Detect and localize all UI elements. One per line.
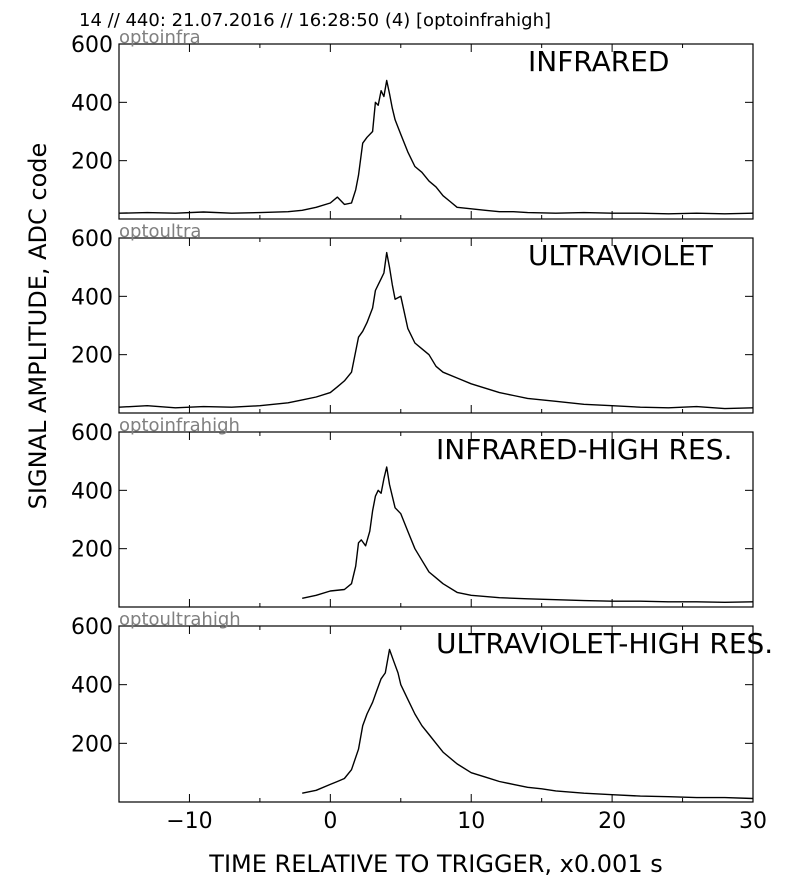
- x-tick-label: 0: [323, 809, 337, 834]
- panel-1: 200 400 600 optoinfra INFRARED: [71, 27, 754, 220]
- x-tick-label: 30: [739, 809, 767, 834]
- series-line: [119, 251, 753, 410]
- channel-tag: optoultrahigh: [119, 609, 241, 630]
- y-tick-label: 200: [71, 344, 113, 369]
- y-tick-label: 200: [71, 732, 113, 757]
- y-tick-label: 600: [71, 421, 113, 446]
- panel-3: 200 400 600 optoinfrahigh INFRARED-HIGH RES.: [71, 415, 754, 608]
- y-tick-label: 600: [71, 227, 113, 252]
- panel-title: INFRARED: [528, 45, 670, 78]
- panel-title: INFRARED-HIGH RES.: [436, 433, 732, 466]
- axes-frame: [118, 237, 754, 414]
- series-line: [119, 79, 753, 215]
- channel-tag: optoultra: [119, 221, 201, 242]
- y-tick-label: 400: [71, 285, 113, 310]
- y-tick-label: 200: [71, 538, 113, 563]
- figure-suptitle: 14 // 440: 21.07.2016 // 16:28:50 (4) [o…: [79, 10, 551, 31]
- y-tick-label: 400: [71, 91, 113, 116]
- panel-4: 200 400 600 optoultrahigh ULTRAVIOLET-HIGH R…: [71, 609, 773, 803]
- channel-tag: optoinfrahigh: [119, 415, 240, 436]
- panel-title: ULTRAVIOLET-HIGH RES.: [436, 627, 773, 660]
- axes-frame: [118, 43, 754, 220]
- y-tick-label: 600: [71, 615, 113, 640]
- x-tick-labels: −10 0 10 20 30: [166, 809, 767, 834]
- series-line: [302, 466, 753, 603]
- axes-frame: [118, 431, 754, 608]
- x-tick-label: 10: [457, 809, 485, 834]
- panels: 200 400 600 optoinfra INFRARED 200 400 600 optou…: [71, 27, 773, 803]
- y-tick-label: 600: [71, 33, 113, 58]
- channel-tag: optoinfra: [119, 27, 201, 48]
- x-axis-label: TIME RELATIVE TO TRIGGER, x0.001 s: [208, 850, 662, 878]
- axes-frame: [118, 625, 754, 803]
- y-tick-label: 400: [71, 674, 113, 699]
- x-tick-label: 20: [598, 809, 626, 834]
- panel-2: 200 400 600 optoultra ULTRAVIOLET: [71, 221, 754, 414]
- y-axis-label: SIGNAL AMPLITUDE, ADC code: [24, 143, 52, 510]
- y-tick-label: 200: [71, 150, 113, 175]
- series-line: [302, 648, 753, 800]
- y-tick-label: 400: [71, 479, 113, 504]
- x-tick-label: −10: [166, 809, 212, 834]
- panel-title: ULTRAVIOLET: [528, 239, 714, 272]
